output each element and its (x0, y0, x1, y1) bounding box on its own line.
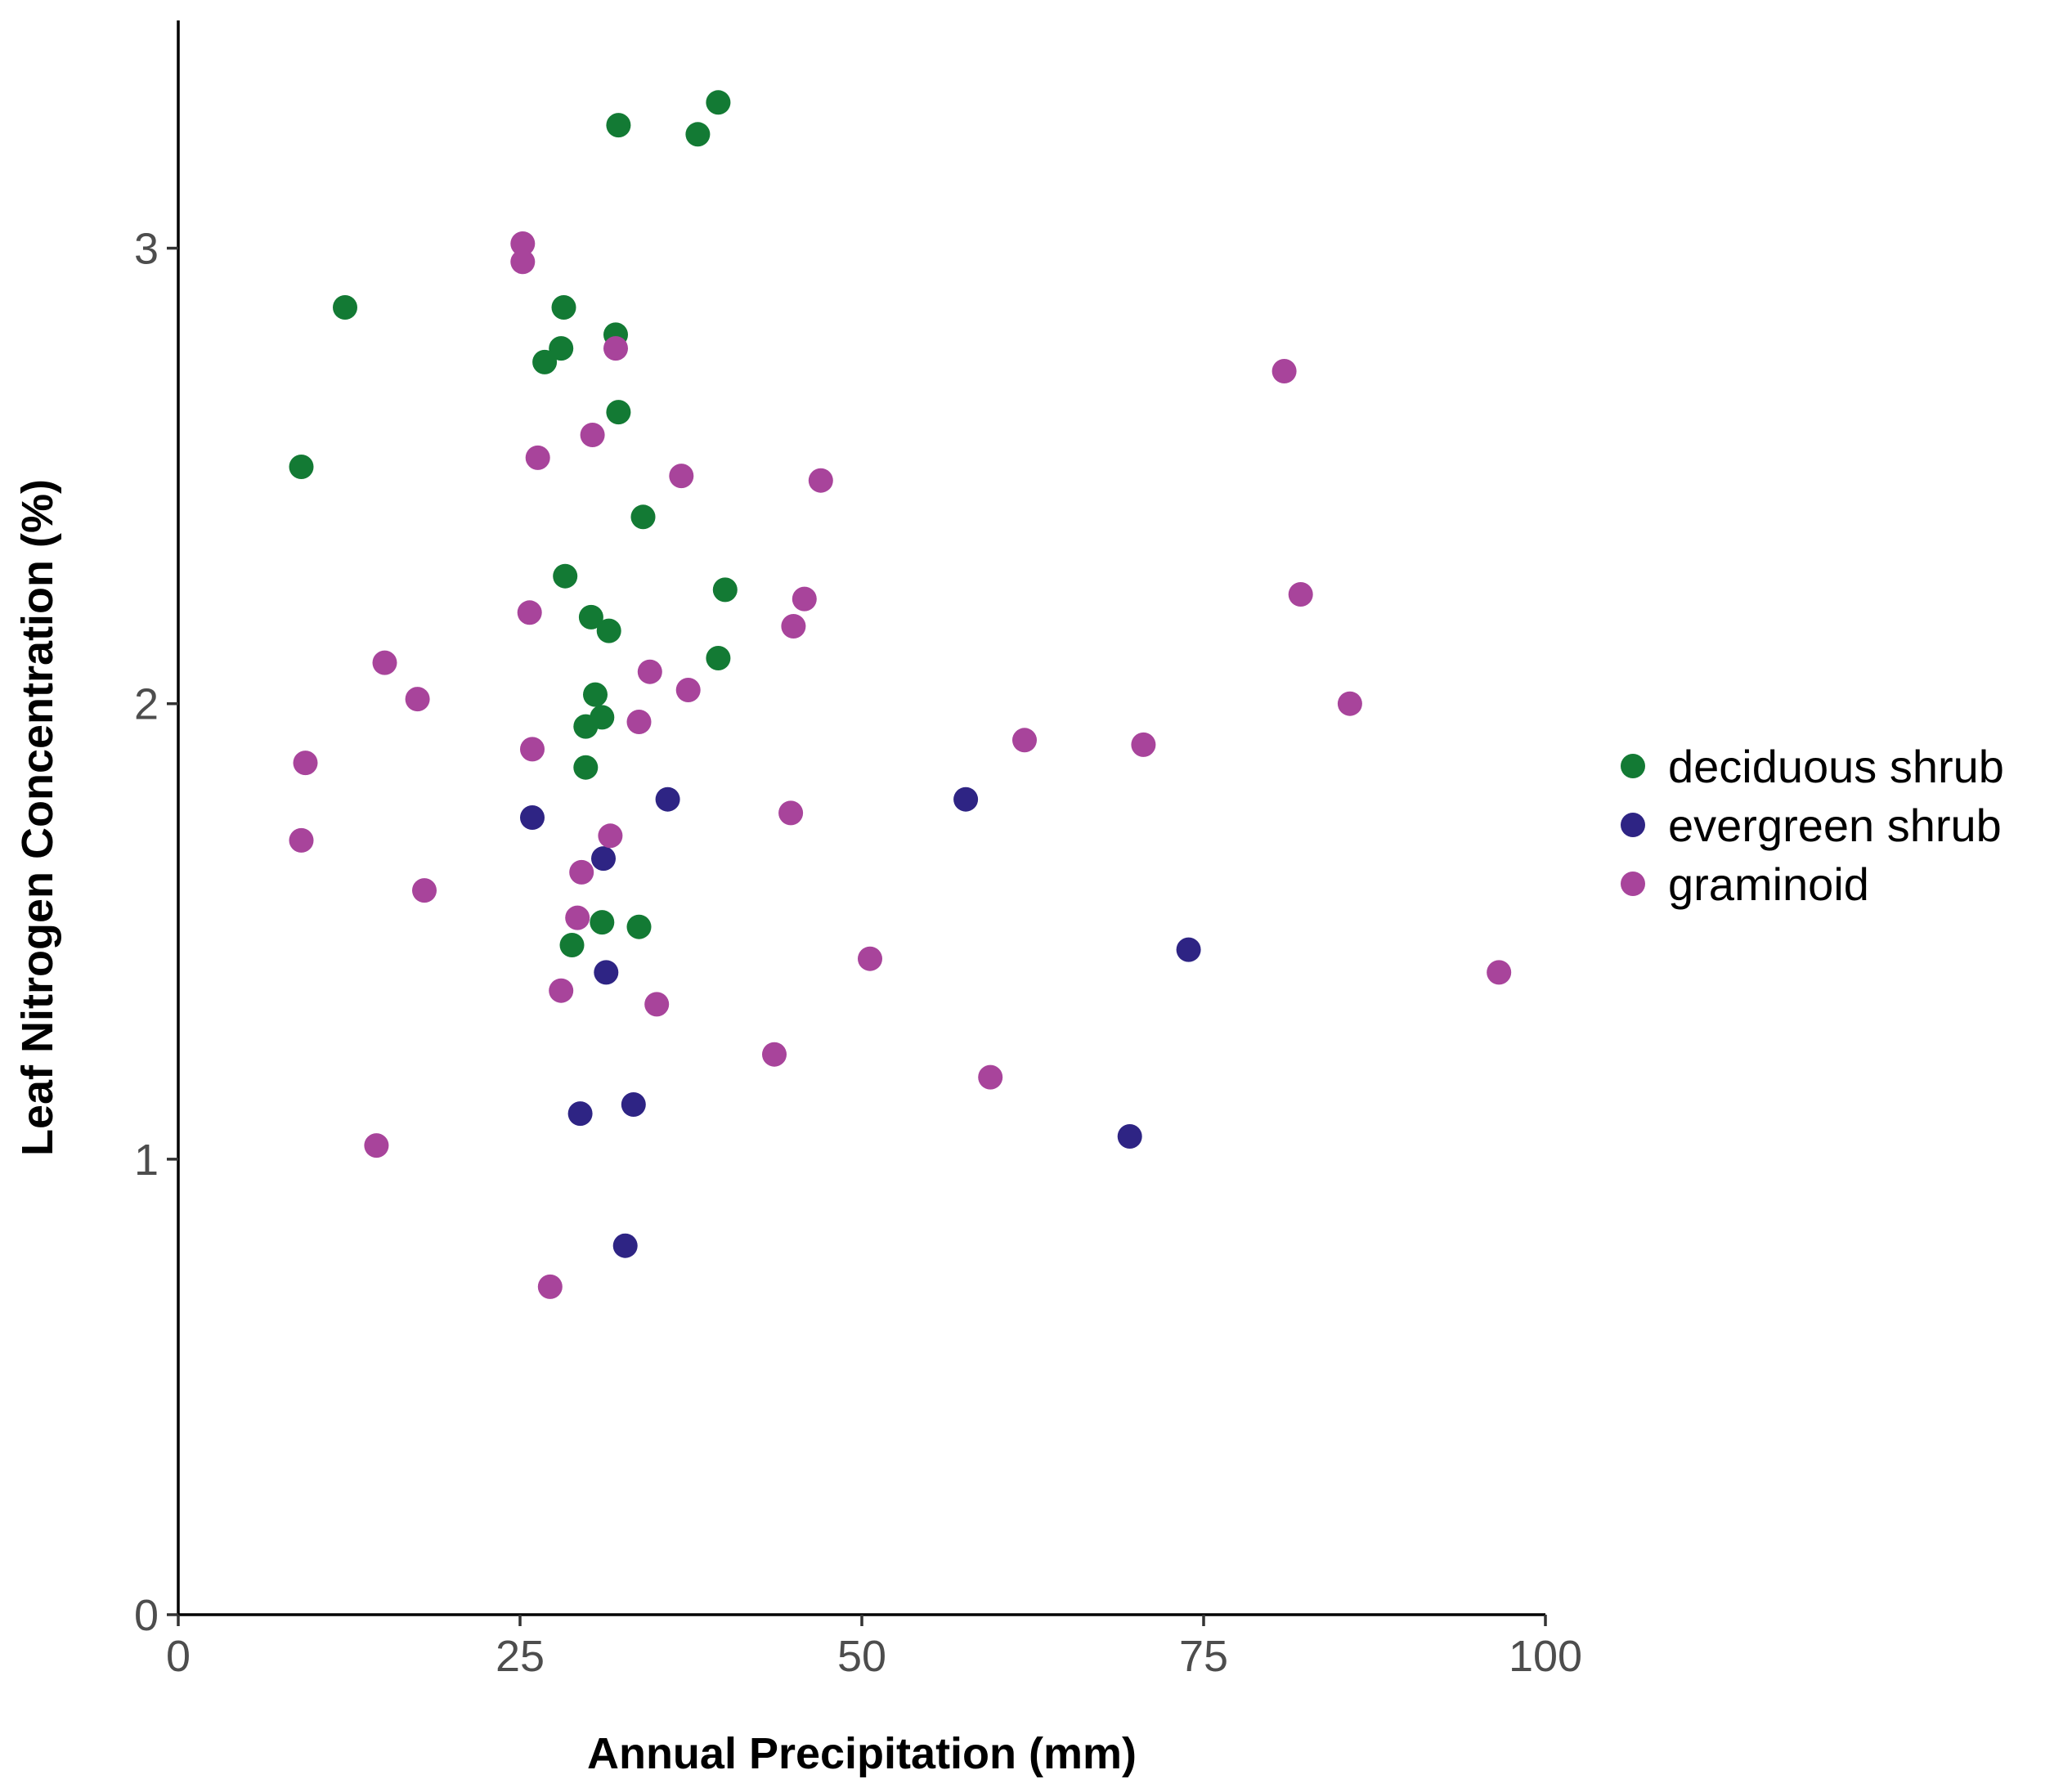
data-point (567, 1101, 593, 1127)
data-point (630, 504, 656, 530)
data-point (1337, 691, 1362, 716)
data-point (792, 586, 817, 612)
data-point (565, 905, 590, 930)
data-point (372, 650, 397, 675)
data-point (606, 400, 631, 425)
data-point (573, 714, 599, 739)
data-point (1117, 1124, 1142, 1149)
data-point (551, 295, 576, 320)
data-point (1176, 937, 1201, 962)
legend: deciduous shrub evergreen shrub graminoid (1621, 741, 2004, 910)
data-point (510, 249, 536, 275)
data-point (1487, 960, 1512, 985)
data-point (525, 445, 550, 470)
data-point (637, 659, 662, 684)
x-tick-label: 50 (837, 1632, 886, 1681)
data-point (621, 1092, 646, 1117)
data-point (583, 682, 608, 707)
data-point (606, 113, 631, 138)
data-point (953, 786, 979, 812)
x-tick-label: 25 (496, 1632, 545, 1681)
data-point (594, 960, 619, 985)
legend-key (1621, 754, 1645, 778)
legend-label: graminoid (1668, 858, 1869, 910)
legend-label: evergreen shrub (1668, 800, 2002, 851)
data-point (532, 349, 558, 374)
x-tick-label: 75 (1179, 1632, 1228, 1681)
data-point (626, 710, 652, 734)
data-point (520, 737, 545, 762)
data-point (596, 618, 621, 643)
data-point (858, 946, 882, 971)
data-point (781, 614, 806, 639)
data-point (289, 827, 314, 853)
x-axis-title: Annual Precipitation (mm) (587, 1729, 1137, 1778)
legend-key (1621, 813, 1645, 837)
axes-layer: 0 25 50 75 100 0 1 2 3 (134, 20, 1582, 1681)
data-point (1271, 359, 1297, 383)
data-point (333, 295, 357, 320)
data-point (675, 678, 701, 702)
data-point (706, 90, 731, 115)
data-point (549, 978, 574, 1003)
data-point (1012, 728, 1037, 753)
data-point (669, 464, 694, 489)
data-point (553, 563, 578, 589)
data-point (591, 846, 616, 872)
data-point (978, 1064, 1003, 1090)
y-tick-label: 1 (134, 1136, 159, 1185)
data-point (590, 910, 615, 935)
data-point (685, 122, 711, 147)
data-point (289, 455, 314, 479)
legend-label: deciduous shrub (1668, 741, 2004, 792)
data-point (1288, 582, 1313, 607)
data-point (364, 1133, 389, 1158)
data-point (537, 1274, 563, 1299)
data-point (655, 786, 680, 812)
data-point (712, 577, 738, 603)
legend-key (1621, 872, 1645, 896)
data-point (706, 646, 731, 670)
data-point (1131, 732, 1156, 757)
data-point (510, 231, 536, 256)
data-point (644, 992, 670, 1017)
data-point (293, 751, 318, 776)
data-point (520, 805, 545, 830)
x-tick-label: 100 (1509, 1632, 1582, 1681)
data-point (405, 687, 430, 712)
x-tick-label: 0 (166, 1632, 191, 1681)
points-layer (289, 90, 1512, 1299)
data-point (580, 423, 605, 447)
data-point (578, 604, 603, 630)
data-point (626, 914, 652, 939)
data-point (808, 468, 833, 493)
data-point (549, 336, 574, 361)
data-point (517, 600, 542, 625)
data-point (412, 878, 437, 903)
data-point (778, 800, 804, 826)
data-point (569, 859, 594, 885)
y-tick-label: 2 (134, 680, 159, 729)
y-tick-label: 0 (134, 1591, 159, 1640)
data-point (762, 1042, 787, 1067)
data-point (612, 1233, 638, 1258)
data-point (603, 336, 628, 361)
data-point (559, 933, 585, 957)
data-point (573, 755, 599, 780)
data-point (598, 823, 623, 849)
y-tick-label: 3 (134, 225, 159, 274)
y-axis-title: Leaf Nitrogen Concentration (%) (13, 479, 62, 1156)
